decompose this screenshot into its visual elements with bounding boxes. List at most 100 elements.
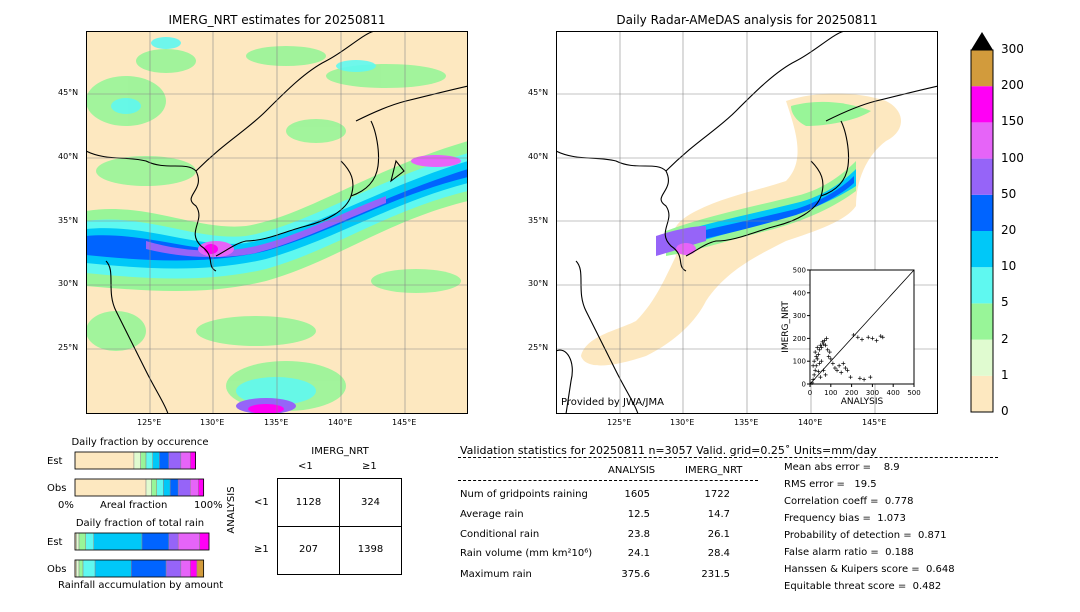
scatter-point <box>857 376 862 381</box>
scatter-point <box>845 368 850 373</box>
fraction-segment <box>145 451 153 470</box>
colorbar-swatch <box>971 375 993 412</box>
fraction-segment <box>78 559 84 578</box>
contingency-cell: 1398 <box>357 544 384 555</box>
scatter-point <box>818 375 823 380</box>
score-line: Hanssen & Kuipers score = 0.648 <box>784 564 955 575</box>
colorbar-frame <box>970 49 994 413</box>
fraction-segment <box>141 532 170 551</box>
fraction-segment <box>199 532 210 551</box>
right-lat-label: 45°N <box>528 88 549 97</box>
scatter-point <box>817 347 822 352</box>
validation-header: Validation statistics for 20250811 n=305… <box>460 444 877 457</box>
scatter-point <box>811 377 816 382</box>
right-lon-label: 135°E <box>734 418 759 427</box>
data-credit: Provided by JWA/JMA <box>561 397 664 408</box>
validation-row-imerg: 1722 <box>704 489 730 500</box>
fraction-segment <box>152 451 160 470</box>
scatter-point <box>835 368 840 373</box>
fraction-segment <box>76 532 80 551</box>
score-line: Probability of detection = 0.871 <box>784 530 947 541</box>
total-rain-bars <box>74 532 210 578</box>
contingency-row-label: <1 <box>254 497 269 508</box>
scatter-point <box>814 354 819 359</box>
left-lon-label: 130°E <box>200 418 225 427</box>
fraction-segment <box>156 478 164 497</box>
contingency-col-label: ≥1 <box>362 461 377 472</box>
contingency-cell: 324 <box>360 497 381 508</box>
scatter-point <box>866 335 871 340</box>
colorbar-label: 50 <box>1001 186 1017 201</box>
fraction-segment <box>168 451 182 470</box>
validation-row-label: Average rain <box>460 509 524 520</box>
contingency-row-title: ANALYSIS <box>226 486 237 534</box>
total-rain-title: Daily fraction of total rain <box>75 518 205 529</box>
scatter-point <box>825 347 830 352</box>
colorbar-swatch <box>971 194 993 231</box>
fraction-bar-frame <box>74 451 196 470</box>
colorbar-extend <box>971 32 993 50</box>
colorbar-label: 0 <box>1001 404 1009 418</box>
right-lon-label: 140°E <box>798 418 823 427</box>
total-rain-row-obs: Obs <box>47 564 67 575</box>
scatter-point <box>812 372 817 377</box>
left-lat-label: 40°N <box>58 152 79 161</box>
fraction-segment <box>82 559 96 578</box>
scatter-point <box>878 334 883 339</box>
scatter-point <box>819 345 824 350</box>
scatter-point <box>816 369 821 374</box>
occurrence-row-est: Est <box>47 456 63 467</box>
scatter-ylabel: IMERG_NRT <box>781 301 791 353</box>
fraction-segment <box>177 532 200 551</box>
scatter-ytick-label: 200 <box>793 335 806 343</box>
colorbar-label: 1 <box>1001 367 1009 382</box>
colorbar-label: 300 <box>1001 42 1024 56</box>
scatter-point <box>848 375 853 380</box>
colorbar-swatch <box>971 86 993 123</box>
occurrence-axis-left: 0% <box>58 500 74 511</box>
scatter-point <box>868 375 873 380</box>
validation-row-analysis: 1605 <box>624 489 650 500</box>
score-line: Frequency bias = 1.073 <box>784 513 906 524</box>
fraction-segment <box>196 559 204 578</box>
scatter-ytick-label: 500 <box>793 267 806 275</box>
fraction-segment <box>140 451 147 470</box>
colorbar-label: 10 <box>1001 259 1017 274</box>
left-lat-label: 25°N <box>58 343 79 352</box>
fraction-segment <box>131 559 167 578</box>
right-lat-label: 35°N <box>528 216 549 225</box>
scatter-point <box>860 337 864 342</box>
scatter-point <box>813 350 818 355</box>
scatter-ytick-label: 400 <box>793 289 806 297</box>
scatter-point <box>839 370 844 375</box>
colorbar-label: 150 <box>1001 114 1024 129</box>
right-lon-label: 130°E <box>670 418 695 427</box>
fraction-segment <box>94 559 132 578</box>
score-line: RMS error = 19.5 <box>784 479 877 490</box>
scatter-point <box>816 352 821 357</box>
validation-subdivider <box>458 480 758 481</box>
colorbar-swatch <box>971 158 993 195</box>
scatter-point <box>812 359 817 364</box>
scatter-point <box>815 356 820 361</box>
scatter-point <box>821 342 826 347</box>
scatter-point <box>874 338 879 343</box>
colorbar-swatch <box>971 122 993 159</box>
scatter-xlabel: ANALYSIS <box>841 397 884 404</box>
right-lon-label: 145°E <box>862 418 887 427</box>
left-lon-label: 140°E <box>328 418 353 427</box>
validation-divider <box>458 457 998 458</box>
scatter-point <box>837 363 842 368</box>
scatter-point <box>851 332 856 337</box>
colorbar-swatch <box>971 50 993 87</box>
fraction-segment <box>145 478 152 497</box>
colorbar <box>970 32 994 413</box>
validation-row-analysis: 24.1 <box>627 548 650 559</box>
colorbar-label: 100 <box>1001 150 1024 165</box>
scatter-ytick-label: 100 <box>793 358 806 366</box>
occurrence-axis-right: 100% <box>194 500 223 511</box>
left-lon-label: 125°E <box>137 418 162 427</box>
fraction-segment <box>189 559 198 578</box>
validation-row-analysis: 12.5 <box>627 509 650 520</box>
fraction-bar-frame <box>74 532 210 551</box>
